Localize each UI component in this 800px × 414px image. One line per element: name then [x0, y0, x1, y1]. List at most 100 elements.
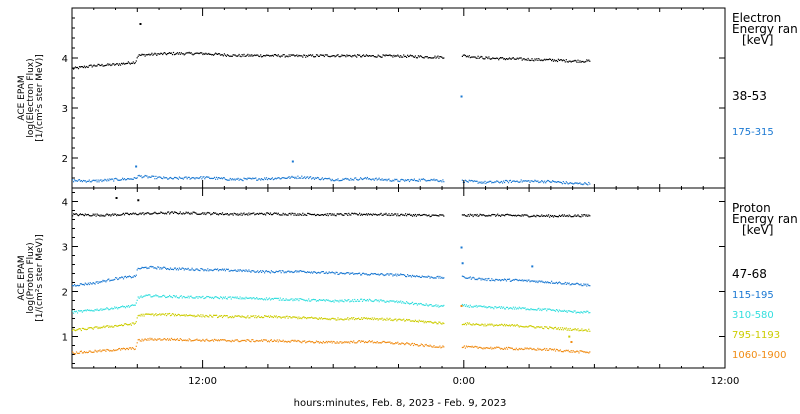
data-point — [135, 177, 137, 179]
data-point — [420, 178, 422, 180]
data-point — [528, 309, 530, 311]
data-point — [261, 271, 263, 273]
data-point — [123, 63, 126, 65]
data-point — [104, 349, 106, 351]
data-point — [323, 342, 325, 344]
data-point — [360, 56, 362, 58]
data-point — [303, 316, 305, 318]
data-point — [341, 179, 343, 181]
data-point — [589, 285, 591, 287]
data-point — [474, 214, 476, 216]
data-point — [428, 275, 430, 278]
data-point — [119, 214, 121, 216]
data-point — [205, 314, 207, 317]
data-point — [487, 181, 489, 183]
data-point — [531, 280, 533, 282]
data-point — [295, 55, 297, 57]
data-point — [337, 273, 339, 275]
data-point — [549, 181, 551, 183]
data-point — [229, 213, 231, 215]
data-point — [244, 298, 246, 300]
data-point — [543, 328, 545, 330]
data-point — [473, 346, 475, 348]
data-point — [354, 273, 356, 275]
data-point — [167, 338, 169, 340]
data-point — [278, 316, 280, 318]
data-point — [169, 312, 171, 315]
data-point — [443, 215, 445, 217]
data-point — [351, 317, 353, 319]
data-point — [559, 215, 561, 217]
data-point — [202, 212, 204, 214]
data-point — [85, 214, 87, 216]
data-point — [142, 176, 144, 178]
data-point — [401, 178, 403, 180]
data-point — [583, 329, 585, 331]
data-point — [403, 274, 405, 276]
data-point — [98, 350, 100, 352]
data-point — [261, 178, 263, 180]
data-point — [350, 55, 352, 57]
data-point — [251, 298, 253, 300]
data-point — [556, 216, 559, 218]
data-point — [248, 177, 250, 179]
data-point — [95, 350, 97, 352]
data-point — [568, 282, 570, 284]
data-point — [144, 338, 146, 340]
data-point — [475, 278, 477, 280]
data-point — [117, 179, 119, 181]
data-point — [136, 342, 138, 344]
data-point — [514, 349, 516, 351]
data-point — [355, 55, 357, 57]
data-point — [509, 280, 511, 282]
data-point — [328, 177, 330, 179]
data-point — [313, 213, 316, 215]
data-point — [535, 216, 537, 218]
data-point — [220, 213, 223, 215]
data-point — [482, 181, 484, 183]
data-point — [118, 64, 120, 66]
data-point — [310, 176, 312, 178]
data-point — [178, 339, 180, 341]
data-point — [342, 341, 344, 343]
data-point — [583, 61, 585, 63]
data-point — [547, 349, 549, 351]
data-point — [472, 56, 474, 58]
data-point — [311, 271, 313, 273]
data-point — [213, 177, 215, 179]
data-point — [431, 305, 433, 307]
data-point — [542, 281, 544, 283]
data-point — [515, 180, 517, 182]
data-point — [559, 282, 561, 284]
data-point — [522, 326, 524, 328]
data-point — [203, 176, 205, 178]
data-point — [334, 214, 336, 217]
data-point — [331, 213, 333, 215]
data-point — [216, 314, 218, 316]
data-point — [339, 180, 341, 182]
data-point — [560, 182, 562, 184]
data-point — [572, 60, 574, 62]
data-point — [184, 339, 186, 341]
data-point — [466, 306, 468, 308]
data-point — [166, 268, 168, 270]
data-point — [522, 215, 524, 217]
data-point — [585, 215, 587, 217]
data-point — [132, 61, 134, 63]
data-point — [342, 300, 344, 302]
data-point — [377, 299, 379, 301]
data-point — [413, 303, 415, 305]
data-point — [315, 317, 318, 319]
data-point — [231, 296, 233, 298]
data-point — [137, 267, 139, 269]
data-point — [303, 340, 305, 342]
data-point — [576, 329, 578, 331]
data-point — [134, 322, 136, 324]
data-point — [344, 178, 346, 180]
data-point — [384, 301, 386, 303]
data-point — [334, 56, 336, 58]
data-point — [120, 324, 122, 326]
data-point — [170, 177, 173, 179]
data-point — [505, 324, 508, 326]
data-point — [150, 314, 152, 316]
